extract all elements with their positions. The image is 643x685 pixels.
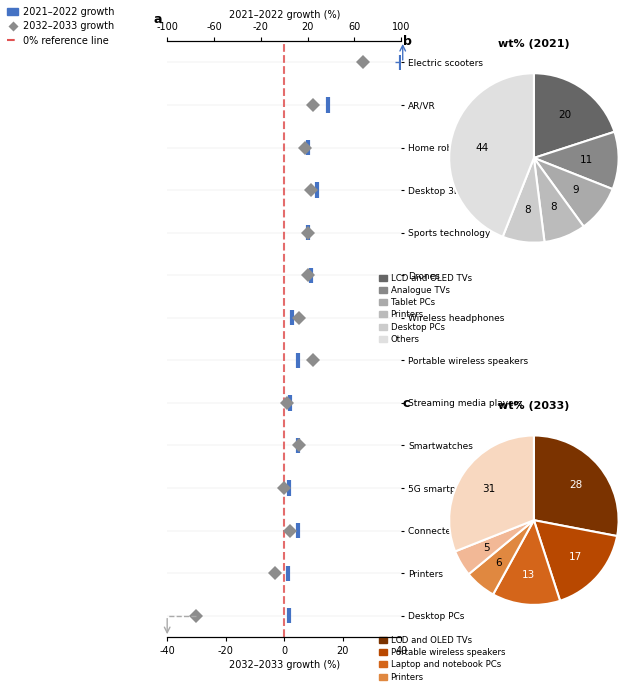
Legend: LCD and OLED TVs, Analogue TVs, Tablet PCs, Printers, Desktop PCs, Others: LCD and OLED TVs, Analogue TVs, Tablet P…	[375, 270, 475, 347]
Text: 5: 5	[483, 543, 490, 553]
Legend: LCD and OLED TVs, Portable wireless speakers, Laptop and notebook PCs, Printers,: LCD and OLED TVs, Portable wireless spea…	[375, 632, 543, 685]
X-axis label: 2032–2033 growth (%): 2032–2033 growth (%)	[229, 660, 340, 670]
Wedge shape	[534, 158, 613, 227]
Title: wt% (2021): wt% (2021)	[498, 38, 570, 49]
Text: 9: 9	[572, 185, 579, 195]
Wedge shape	[493, 520, 560, 605]
Wedge shape	[449, 73, 534, 237]
Text: 8: 8	[524, 205, 530, 215]
Text: a: a	[154, 13, 163, 26]
Text: 44: 44	[476, 143, 489, 153]
Text: 8: 8	[550, 202, 557, 212]
Wedge shape	[469, 520, 534, 595]
Text: 11: 11	[580, 155, 593, 164]
Text: 20: 20	[558, 110, 572, 121]
Text: 28: 28	[570, 480, 583, 490]
Text: 17: 17	[568, 551, 582, 562]
Wedge shape	[455, 520, 534, 574]
Wedge shape	[534, 436, 619, 536]
Wedge shape	[534, 520, 617, 601]
Wedge shape	[534, 73, 615, 158]
Text: b: b	[403, 35, 412, 48]
Wedge shape	[449, 436, 534, 551]
Text: 13: 13	[522, 570, 536, 580]
Legend: 2021–2022 growth, 2032–2033 growth, 0% reference line: 2021–2022 growth, 2032–2033 growth, 0% r…	[5, 5, 117, 47]
Text: c: c	[403, 397, 410, 410]
Wedge shape	[503, 158, 545, 242]
Title: wt% (2033): wt% (2033)	[498, 401, 570, 411]
X-axis label: 2021–2022 growth (%): 2021–2022 growth (%)	[228, 10, 340, 20]
Wedge shape	[534, 158, 584, 242]
Text: 6: 6	[496, 558, 502, 568]
Wedge shape	[534, 132, 619, 189]
Text: 31: 31	[482, 484, 495, 495]
